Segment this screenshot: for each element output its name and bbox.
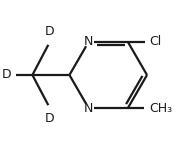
Text: N: N xyxy=(84,35,93,48)
Text: N: N xyxy=(84,102,93,115)
Text: D: D xyxy=(45,112,55,125)
Text: D: D xyxy=(2,69,12,81)
Text: D: D xyxy=(45,25,55,38)
Text: Cl: Cl xyxy=(149,35,161,48)
Text: CH₃: CH₃ xyxy=(149,102,172,115)
